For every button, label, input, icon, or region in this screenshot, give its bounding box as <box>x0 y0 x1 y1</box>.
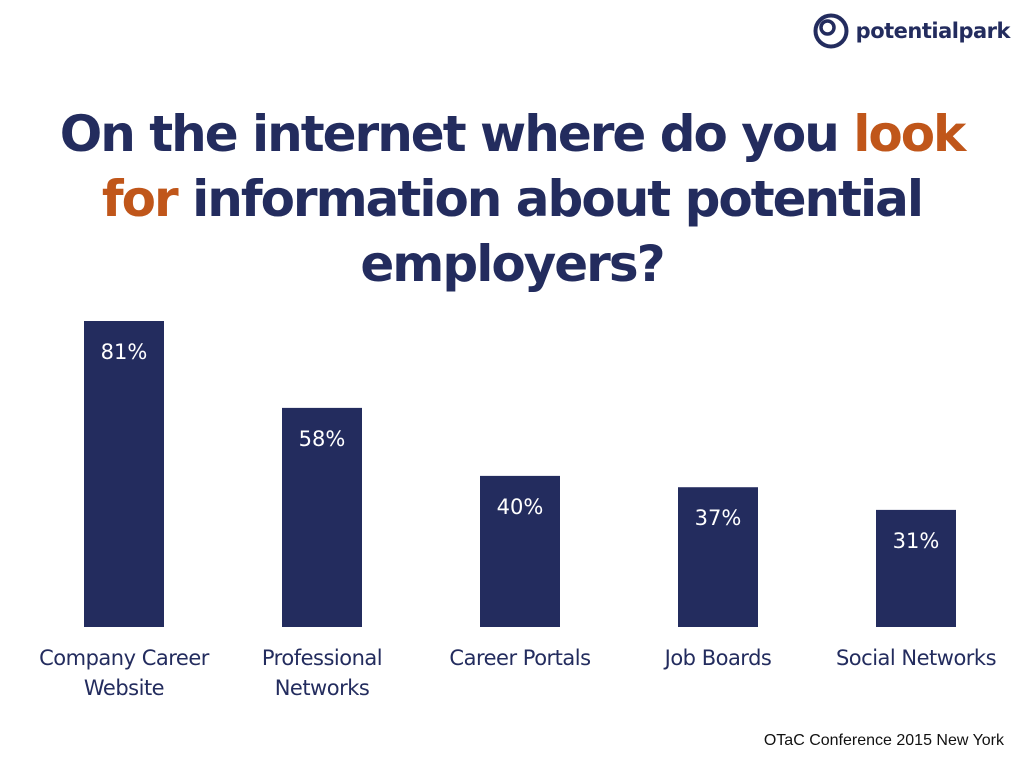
category-label-3: Job Boards <box>663 646 772 670</box>
logo-text: potentialpark <box>855 19 1011 43</box>
category-label-0-line-1: Website <box>84 676 164 700</box>
category-label-0-line-0: Company Career <box>39 646 210 670</box>
page-title: On the internet where do you look for in… <box>40 102 984 297</box>
bar-value-label-3: 37% <box>695 506 742 530</box>
bar-value-label-4: 31% <box>893 529 940 553</box>
bar-value-label-2: 40% <box>497 495 544 519</box>
category-label-2: Career Portals <box>449 646 590 670</box>
category-label-1-line-1: Networks <box>275 676 370 700</box>
category-label-4: Social Networks <box>836 646 996 670</box>
bar-4 <box>876 509 956 627</box>
bar-0 <box>84 321 164 627</box>
title-accent: look for <box>101 105 966 228</box>
logo: potentialpark <box>812 12 1011 50</box>
bar-2 <box>480 475 560 627</box>
bar-3 <box>678 487 758 627</box>
bar-1 <box>282 407 362 627</box>
footer-caption: OTaC Conference 2015 New York <box>763 732 1004 749</box>
title-part-1: On the internet where do you <box>59 105 854 163</box>
title-part-2: information about potential employers? <box>176 170 924 293</box>
potentialpark-logo-icon <box>813 13 849 49</box>
category-label-1-line-0: Professional <box>262 646 382 670</box>
bar-value-label-0: 81% <box>101 340 148 364</box>
bar-value-label-1: 58% <box>299 427 346 451</box>
